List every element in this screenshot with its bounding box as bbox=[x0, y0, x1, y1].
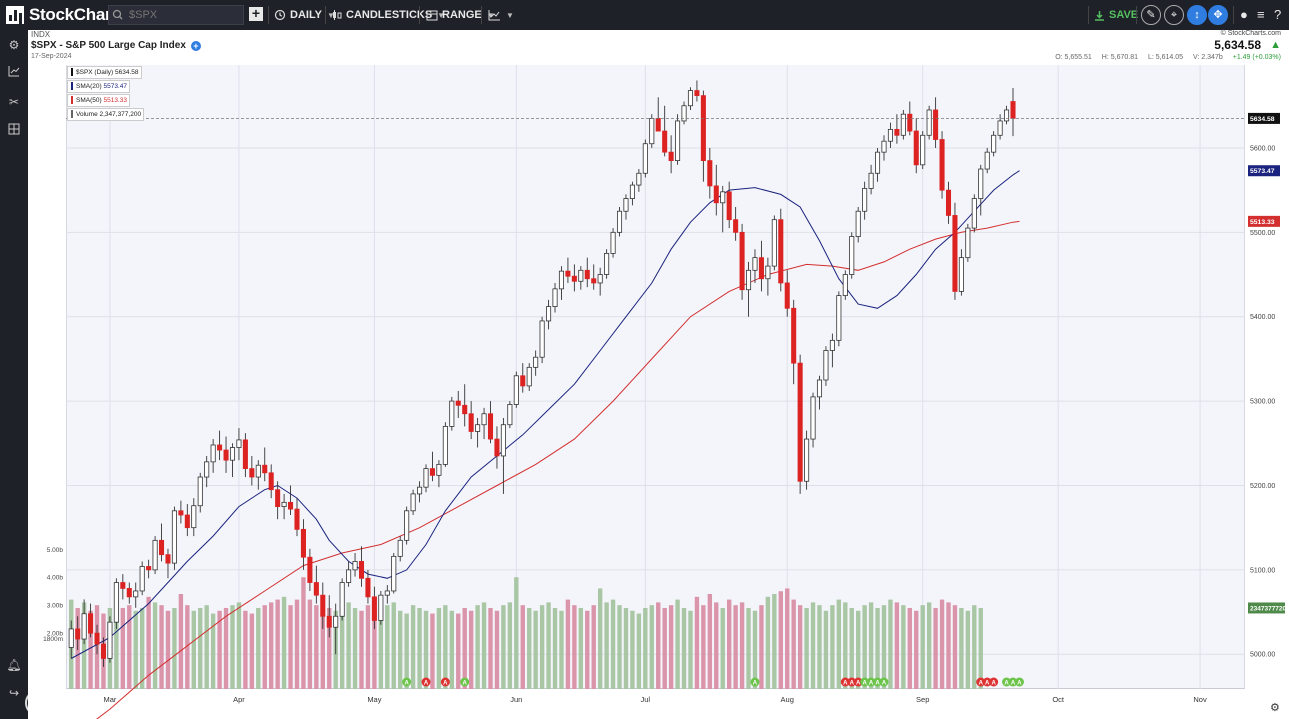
chart-title-text: $SPX - S&P 500 Large Cap Index bbox=[31, 40, 186, 51]
period-dropdown[interactable]: DAILY ▼ bbox=[274, 5, 335, 25]
range-label: RANGE bbox=[442, 9, 482, 21]
logo-mark-icon bbox=[6, 6, 24, 24]
open-value: O: 5,655.51 bbox=[1055, 54, 1092, 61]
add-chart-button[interactable]: + bbox=[249, 6, 263, 21]
range-dropdown[interactable]: RANGE ▼ bbox=[426, 5, 495, 25]
grid-icon bbox=[8, 123, 20, 135]
settings-icon[interactable]: ⚙ bbox=[8, 38, 20, 52]
toolbar-divider bbox=[1136, 6, 1137, 24]
legend-sma50-value: 5513.33 bbox=[103, 97, 127, 104]
chart-date: 17-Sep-2024 bbox=[31, 53, 72, 60]
chevron-down-icon: ▼ bbox=[486, 10, 495, 20]
chart-settings-icon[interactable]: ⚙ bbox=[1270, 702, 1280, 714]
toolbar-divider bbox=[1233, 6, 1234, 24]
toolbar-divider bbox=[325, 6, 326, 24]
symbol-search[interactable] bbox=[108, 5, 244, 25]
chart-type-dropdown[interactable]: CANDLESTICKS ▼ bbox=[332, 5, 445, 25]
clock-icon bbox=[274, 9, 286, 21]
legend-sma50: SMA(50) 5513.33 bbox=[67, 94, 130, 107]
left-sidebar: ⚙ ✂ 🔔︎ ↪ bbox=[0, 30, 28, 719]
vertical-arrows-icon[interactable]: ↕ bbox=[1187, 5, 1207, 25]
toolbar-divider bbox=[1088, 6, 1089, 24]
up-triangle-icon: ▲ bbox=[1270, 39, 1281, 51]
chart-title: $SPX - S&P 500 Large Cap Index + bbox=[31, 40, 201, 51]
info-icon[interactable]: + bbox=[190, 40, 201, 51]
search-input[interactable] bbox=[127, 8, 241, 22]
help-icon[interactable]: ? bbox=[1274, 7, 1282, 22]
legend-sma20-label: SMA(20) bbox=[76, 83, 102, 90]
toolbar-divider bbox=[419, 6, 420, 24]
exchange-label: INDX bbox=[31, 30, 51, 39]
share-icon[interactable]: ↪ bbox=[8, 686, 20, 700]
legend-price-label: $SPX (Daily) 5634.58 bbox=[76, 69, 139, 76]
legend-sma50-label: SMA(50) bbox=[76, 97, 102, 104]
bell-icon[interactable]: 🔔︎ bbox=[6, 658, 22, 672]
pencil-icon[interactable]: ✎ bbox=[1141, 5, 1161, 25]
crosshair-icon[interactable]: ⌖ bbox=[1164, 5, 1184, 25]
legend-price: $SPX (Daily) 5634.58 bbox=[67, 66, 142, 79]
save-button[interactable]: SAVE bbox=[1094, 5, 1138, 25]
tools-icon[interactable]: ✂ bbox=[8, 95, 20, 109]
volume-value: V: 2.347b bbox=[1193, 54, 1223, 61]
toolbar-divider bbox=[268, 6, 269, 24]
trend-icon bbox=[8, 66, 20, 77]
chart-type-label: CANDLESTICKS bbox=[346, 9, 433, 21]
legend-volume-label: Volume bbox=[76, 111, 98, 118]
save-label: SAVE bbox=[1109, 9, 1139, 21]
change-value: +1.49 (+0.03%) bbox=[1232, 54, 1281, 61]
layout-grid-icon[interactable] bbox=[6, 123, 22, 139]
download-icon bbox=[1095, 10, 1104, 21]
chart-legend: $SPX (Daily) 5634.58 SMA(20) 5573.47 SMA… bbox=[67, 66, 145, 122]
chevron-down-icon: ▼ bbox=[437, 10, 446, 20]
period-label: DAILY bbox=[290, 9, 322, 21]
top-toolbar: StockCharts + DAILY ▼ CANDLESTICKS ▼ RANGE… bbox=[0, 0, 1289, 30]
legend-sma20: SMA(20) 5573.47 bbox=[67, 80, 130, 93]
high-value: H: 5,670.81 bbox=[1101, 54, 1138, 61]
account-icon[interactable]: ● bbox=[1240, 7, 1248, 22]
indicators-dropdown[interactable]: ▼ bbox=[488, 5, 514, 25]
ohlc-readout: O: 5,655.51 H: 5,670.81 L: 5,614.05 V: 2… bbox=[1055, 54, 1281, 61]
legend-volume: Volume 2,347,377,200 bbox=[67, 108, 145, 121]
low-value: L: 5,614.05 bbox=[1147, 54, 1184, 61]
toolbar-divider bbox=[481, 6, 482, 24]
app-name: StockCharts bbox=[29, 5, 126, 24]
search-icon bbox=[112, 9, 123, 20]
chevron-down-icon: ▼ bbox=[327, 10, 335, 20]
legend-volume-value: 2,347,377,200 bbox=[99, 111, 142, 118]
chart-icon[interactable] bbox=[6, 65, 22, 81]
legend-sma20-value: 5573.47 bbox=[103, 83, 127, 90]
move-arrows-icon[interactable]: ✥ bbox=[1208, 5, 1228, 25]
chevron-down-icon: ▼ bbox=[506, 10, 514, 20]
menu-icon[interactable]: ≡ bbox=[1257, 7, 1265, 22]
last-price: 5,634.58 bbox=[1214, 38, 1261, 52]
line-chart-icon bbox=[488, 10, 500, 21]
calendar-icon bbox=[426, 10, 438, 21]
candlestick-icon bbox=[333, 10, 342, 20]
stockcharts-logo[interactable]: StockCharts bbox=[6, 4, 126, 26]
plot-area[interactable] bbox=[66, 65, 1245, 689]
source-credit: © StockCharts.com bbox=[1220, 30, 1281, 37]
